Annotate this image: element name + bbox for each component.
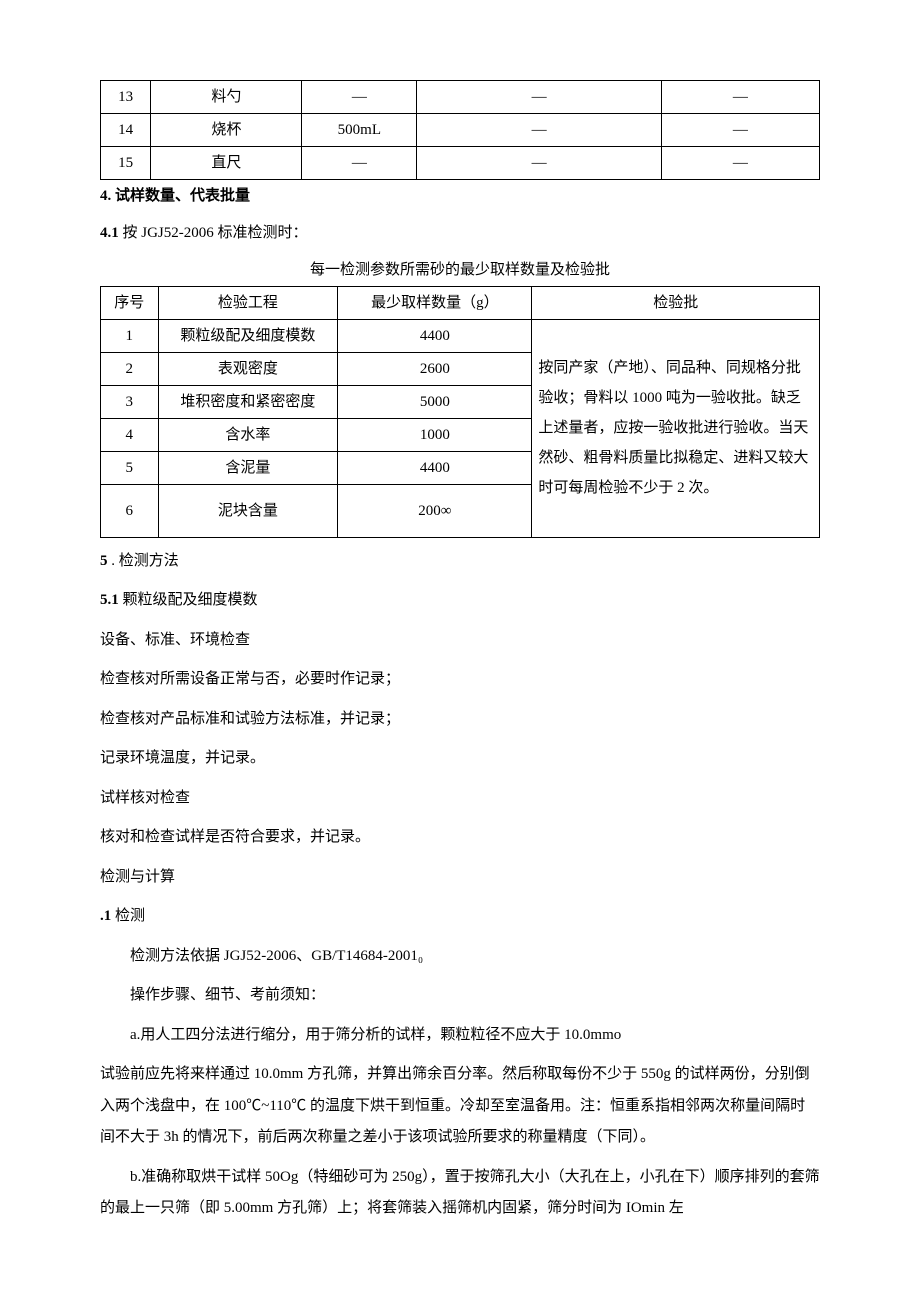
- section-4-1: 4.1 按 JGJ52-2006 标准检测时：: [100, 218, 820, 250]
- cell-name: 直尺: [151, 147, 302, 180]
- cell-c4: —: [417, 114, 661, 147]
- section-4-heading: 4. 试样数量、代表批量: [100, 184, 820, 208]
- cell-c5: —: [661, 147, 819, 180]
- body-text: 设备、标准、环境检查: [100, 625, 820, 657]
- section-5-heading: 5 . 检测方法: [100, 546, 820, 578]
- cell-no: 15: [101, 147, 151, 180]
- cell-batch-merged: 按同产家（产地）、同品种、同规格分批验收；骨料以 1000 吨为一验收批。缺乏上…: [532, 319, 820, 537]
- body-text: 检查核对产品标准和试验方法标准，并记录；: [100, 704, 820, 736]
- equipment-table-fragment: 13 料勺 — — — 14 烧杯 500mL — — 15 直尺 — — —: [100, 80, 820, 180]
- sub-text: 按 JGJ52-2006 标准检测时：: [119, 225, 308, 241]
- sub-text: 颗粒级配及细度模数: [119, 592, 258, 608]
- body-text: 记录环境温度，并记录。: [100, 743, 820, 775]
- subsection-1: .1 检测: [100, 901, 820, 933]
- sampling-table: 序号 检验工程 最少取样数量（g） 检验批 1 颗粒级配及细度模数 4400 按…: [100, 286, 820, 538]
- cell-c4: —: [417, 147, 661, 180]
- table-row: 14 烧杯 500mL — —: [101, 114, 820, 147]
- heading-num: 5: [100, 553, 108, 569]
- cell-item: 含泥量: [158, 451, 338, 484]
- cell-qty: 4400: [338, 451, 532, 484]
- body-text: 检测与计算: [100, 862, 820, 894]
- subsection-num: .1: [100, 908, 111, 924]
- cell-item: 泥块含量: [158, 484, 338, 537]
- cell-spec: —: [302, 147, 417, 180]
- body-text: b.准确称取烘干试样 50Og（特细砂可为 250g），置于按筛孔大小（大孔在上…: [100, 1162, 820, 1225]
- cell-c5: —: [661, 81, 819, 114]
- cell-no: 1: [101, 319, 159, 352]
- sub-num: 5.1: [100, 592, 119, 608]
- cell-c4: —: [417, 81, 661, 114]
- body-text: a.用人工四分法进行缩分，用于筛分析的试样，颗粒粒径不应大于 10.0mmo: [100, 1020, 820, 1052]
- cell-item: 颗粒级配及细度模数: [158, 319, 338, 352]
- cell-no: 6: [101, 484, 159, 537]
- table-row: 15 直尺 — — —: [101, 147, 820, 180]
- cell-spec: —: [302, 81, 417, 114]
- heading-text: 试样数量、代表批量: [111, 188, 250, 204]
- heading-text: . 检测方法: [108, 553, 179, 569]
- table-row: 13 料勺 — — —: [101, 81, 820, 114]
- cell-no: 2: [101, 352, 159, 385]
- cell-no: 4: [101, 418, 159, 451]
- body-text: 核对和检查试样是否符合要求，并记录。: [100, 822, 820, 854]
- cell-item: 表观密度: [158, 352, 338, 385]
- cell-name: 料勺: [151, 81, 302, 114]
- th-qty: 最少取样数量（g）: [338, 286, 532, 319]
- subsection-text: 检测: [111, 908, 145, 924]
- body-text: 试样核对检查: [100, 783, 820, 815]
- table2-caption: 每一检测参数所需砂的最少取样数量及检验批: [100, 258, 820, 282]
- th-item: 检验工程: [158, 286, 338, 319]
- table-row: 1 颗粒级配及细度模数 4400 按同产家（产地）、同品种、同规格分批验收；骨料…: [101, 319, 820, 352]
- cell-no: 14: [101, 114, 151, 147]
- body-text: 检查核对所需设备正常与否，必要时作记录；: [100, 664, 820, 696]
- cell-item: 堆积密度和紧密密度: [158, 385, 338, 418]
- cell-item: 含水率: [158, 418, 338, 451]
- section-5-1-heading: 5.1 颗粒级配及细度模数: [100, 585, 820, 617]
- th-batch: 检验批: [532, 286, 820, 319]
- cell-no: 5: [101, 451, 159, 484]
- table-header-row: 序号 检验工程 最少取样数量（g） 检验批: [101, 286, 820, 319]
- cell-qty: 1000: [338, 418, 532, 451]
- cell-c5: —: [661, 114, 819, 147]
- cell-name: 烧杯: [151, 114, 302, 147]
- sub-num: 4.1: [100, 225, 119, 241]
- cell-no: 13: [101, 81, 151, 114]
- heading-num: 4.: [100, 188, 111, 204]
- cell-qty: 5000: [338, 385, 532, 418]
- body-text: 操作步骤、细节、考前须知：: [100, 980, 820, 1012]
- body-text: 试验前应先将来样通过 10.0mm 方孔筛，并算出筛余百分率。然后称取每份不少于…: [100, 1059, 820, 1154]
- cell-spec: 500mL: [302, 114, 417, 147]
- th-no: 序号: [101, 286, 159, 319]
- cell-qty: 2600: [338, 352, 532, 385]
- cell-qty: 200∞: [338, 484, 532, 537]
- cell-qty: 4400: [338, 319, 532, 352]
- body-text: 检测方法依据 JGJ52-2006、GB/T14684-2001₀: [100, 941, 820, 973]
- cell-no: 3: [101, 385, 159, 418]
